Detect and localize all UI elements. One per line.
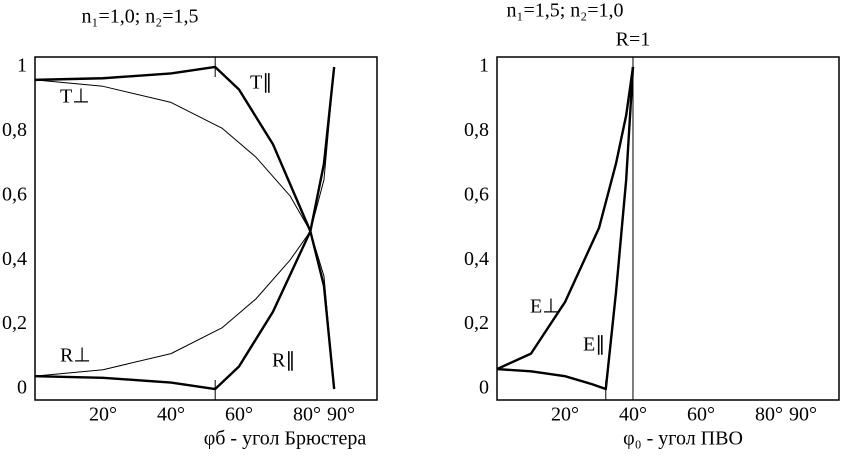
- x-tick-label: 90°: [789, 404, 817, 426]
- x-tick-label: 40°: [157, 404, 185, 426]
- plot-frame: [34, 56, 378, 401]
- y-tick-label: 0: [17, 377, 27, 399]
- curve-label: R∥: [272, 350, 295, 372]
- y-tick-label: 0,4: [464, 248, 489, 270]
- x-axis-label: φ₀ - угол ПВО: [623, 428, 743, 450]
- curve: [34, 66, 336, 391]
- x-tick-label: 40°: [619, 404, 647, 426]
- curve-label: T∥: [250, 72, 272, 94]
- curve-label: E⊥: [530, 296, 560, 318]
- curve: [496, 66, 635, 391]
- curve-label: R⊥: [60, 345, 91, 367]
- x-tick-label: 80°: [755, 404, 783, 426]
- y-tick-label: 0,4: [2, 248, 27, 270]
- curve: [34, 65, 336, 390]
- y-tick-label: 0,2: [2, 312, 27, 334]
- y-tick-label: 0,6: [2, 183, 27, 205]
- y-tick-label: 0,6: [464, 183, 489, 205]
- y-tick-label: 1: [17, 55, 27, 77]
- curve: [34, 66, 335, 377]
- x-tick-label: 60°: [225, 404, 253, 426]
- curve-label: T⊥: [60, 86, 90, 108]
- x-axis-label: φб - угол Брюстера: [204, 428, 367, 450]
- y-tick-label: 0,8: [464, 119, 489, 141]
- curve-label: E∥: [583, 334, 605, 356]
- annotation: n₁=1,5; n₂=1,0: [506, 0, 623, 22]
- x-tick-label: 20°: [551, 404, 579, 426]
- x-tick-label: 60°: [687, 404, 715, 426]
- x-tick-label: 90°: [327, 404, 355, 426]
- plot-frame: [496, 56, 840, 401]
- y-tick-label: 0,2: [464, 312, 489, 334]
- y-tick-label: 0,8: [2, 119, 27, 141]
- x-tick-label: 80°: [293, 404, 321, 426]
- annotation: n₁=1,0; n₂=1,5: [81, 6, 198, 28]
- y-tick-label: 1: [479, 55, 489, 77]
- y-tick-label: 0: [479, 377, 489, 399]
- curve: [34, 79, 335, 390]
- critical-label: R=1: [616, 29, 651, 51]
- curve: [496, 66, 635, 371]
- x-tick-label: 20°: [89, 404, 117, 426]
